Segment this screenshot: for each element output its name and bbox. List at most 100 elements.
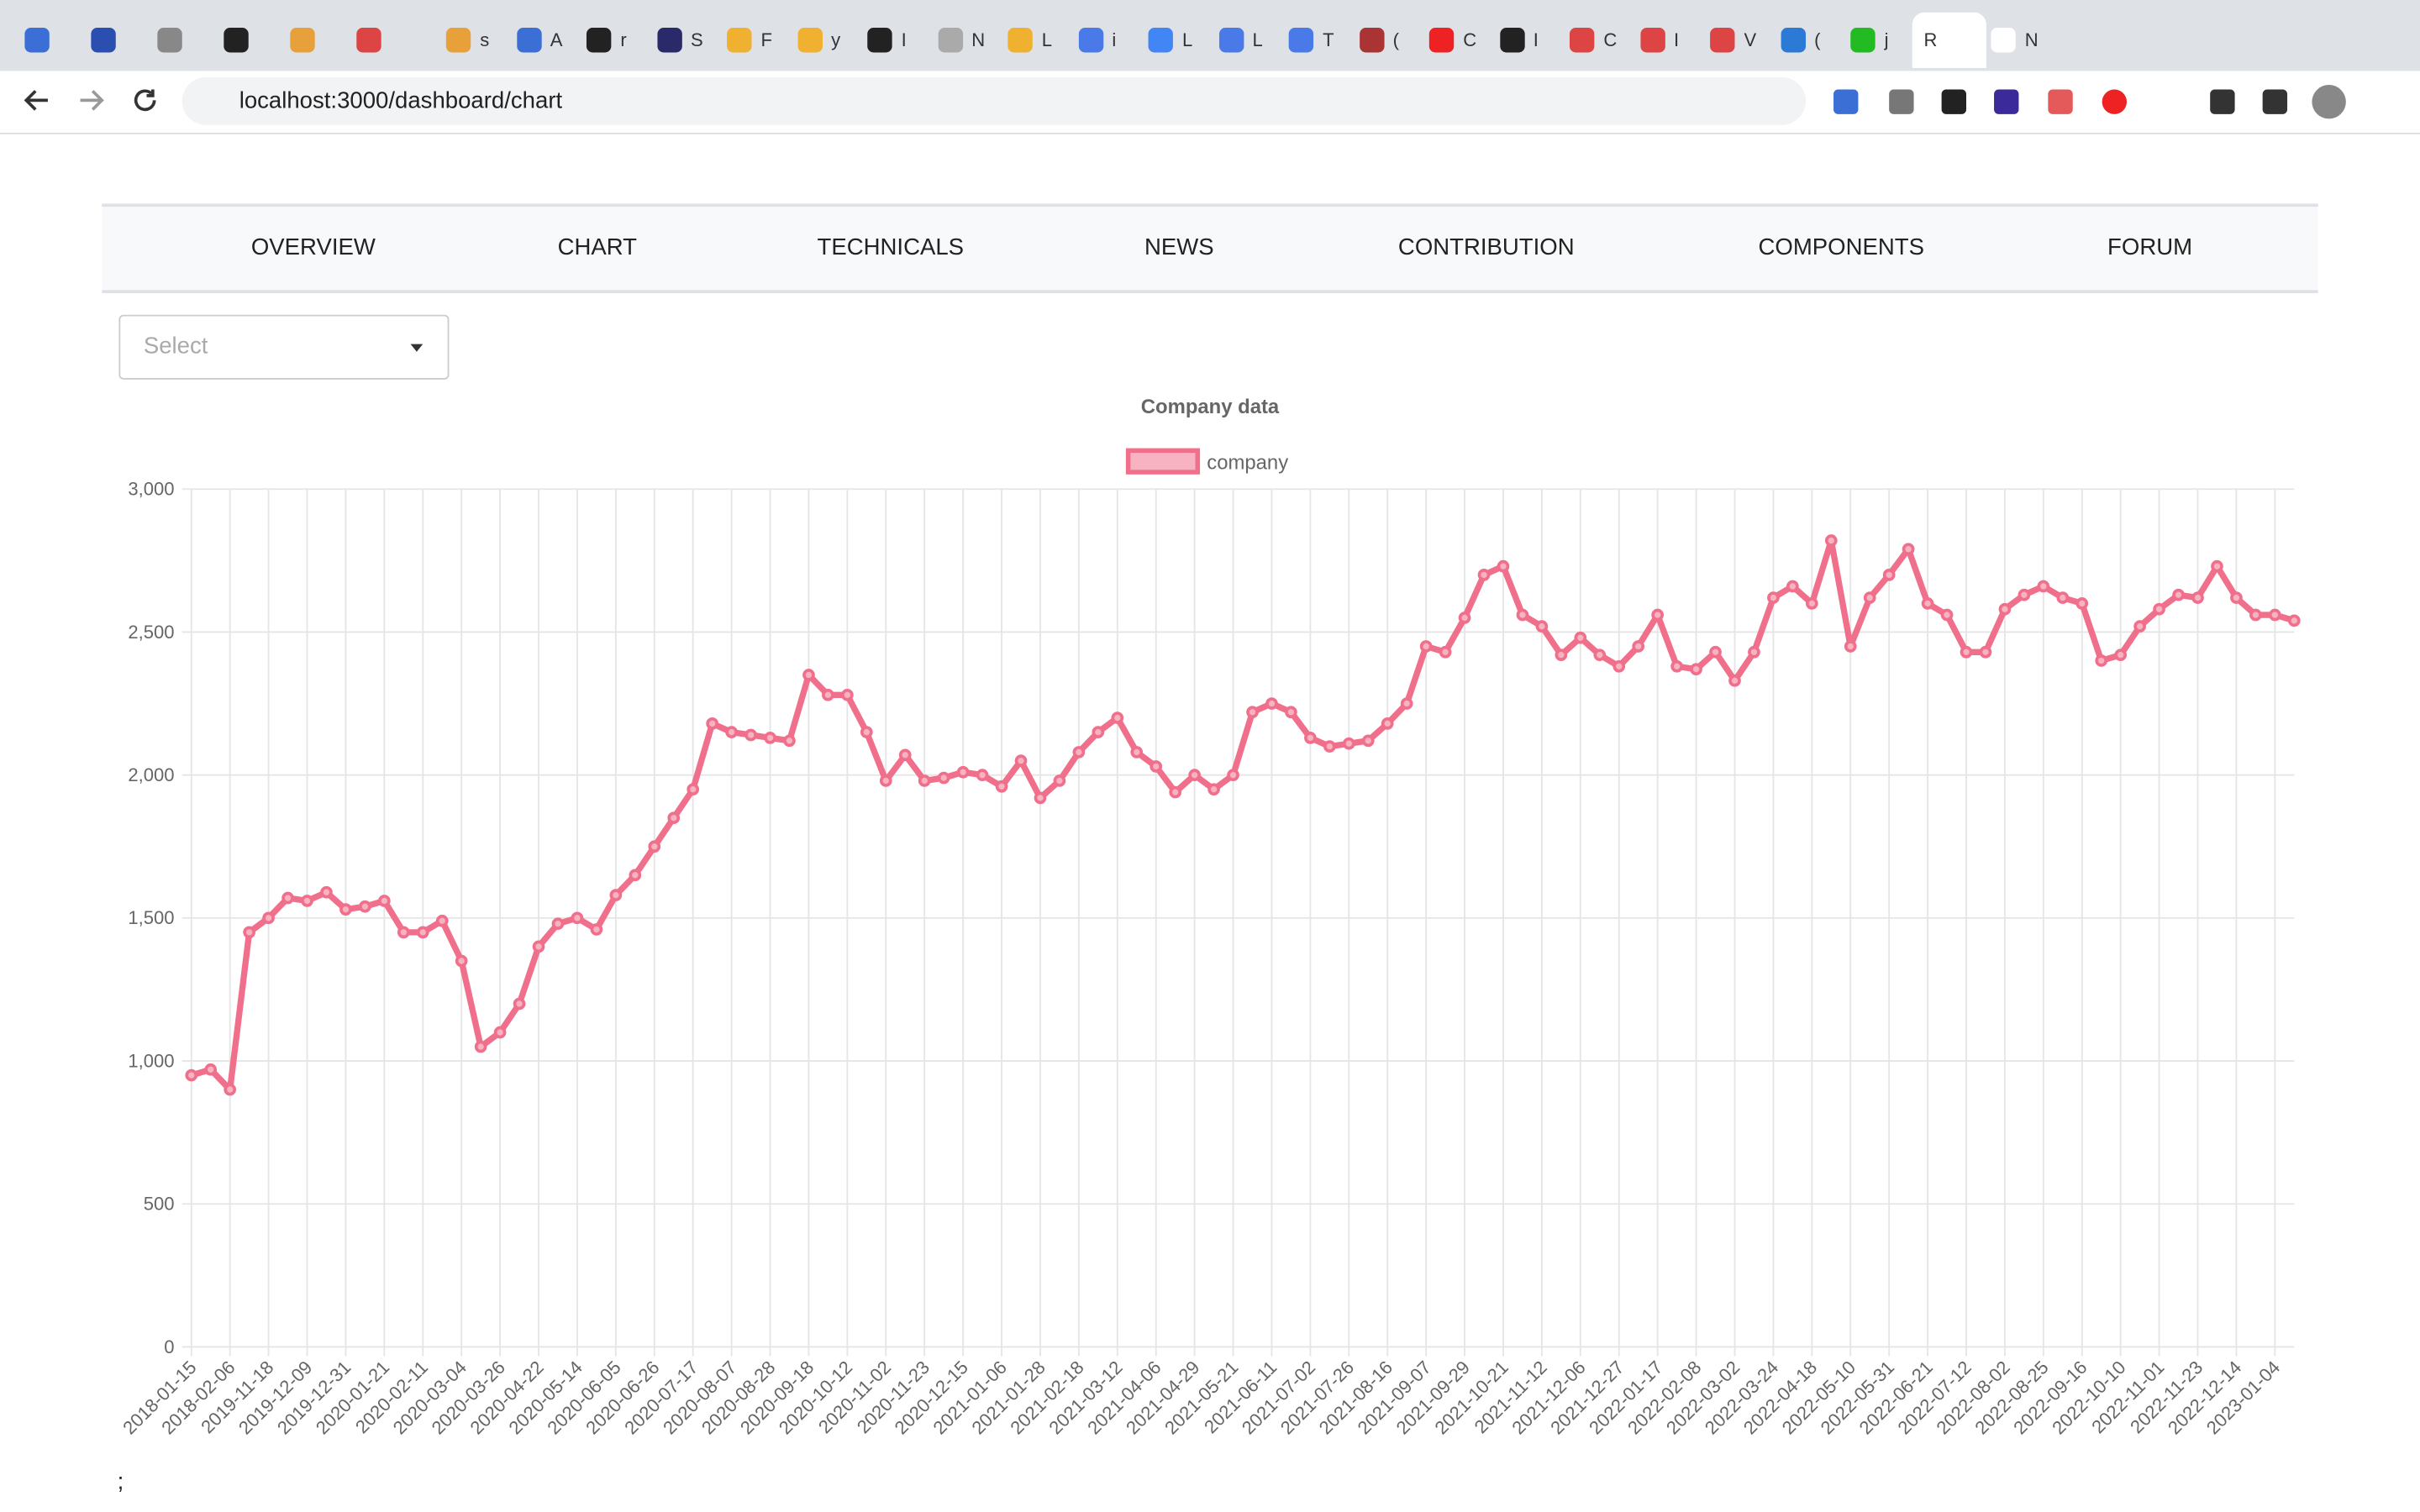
nav-item[interactable]: COMPONENTS [1758, 234, 1924, 261]
x-tick-label: 2020-02-11 [351, 1357, 432, 1437]
x-tick-label: 2022-03-02 [1662, 1357, 1744, 1438]
data-point [281, 891, 294, 905]
tab[interactable]: N [1981, 13, 2048, 68]
ext-icon[interactable] [2048, 89, 2073, 114]
tab[interactable]: I [1490, 13, 1556, 68]
tab-icon [1218, 28, 1244, 53]
nav-item[interactable]: TECHNICALS [817, 234, 965, 261]
nav-item[interactable]: OVERVIEW [250, 234, 376, 261]
data-point [648, 840, 661, 853]
tab[interactable]: F [718, 13, 784, 68]
data-point [1632, 640, 1645, 653]
tab-icon [224, 28, 249, 53]
x-tick-label: 2022-06-21 [1855, 1357, 1937, 1438]
data-point [1921, 597, 1934, 610]
data-point [2037, 580, 2050, 593]
x-tick-label: 2022-11-23 [2126, 1357, 2207, 1437]
select[interactable]: Select [118, 314, 450, 380]
data-point [1072, 746, 1086, 759]
tab[interactable] [281, 13, 347, 68]
tab-title: T [1323, 29, 1334, 51]
data-point [976, 769, 989, 782]
x-tick-label: 2022-08-25 [1970, 1357, 2052, 1438]
data-point [687, 783, 700, 796]
tab-title: C [1463, 29, 1477, 51]
data-point [1690, 663, 1702, 676]
x-tick-label: 2022-04-18 [1739, 1357, 1821, 1438]
data-point [1323, 740, 1336, 753]
tab-title: A [550, 29, 563, 51]
tab[interactable] [15, 13, 82, 68]
nav-item[interactable]: NEWS [1144, 234, 1214, 261]
data-point [629, 869, 642, 882]
tab[interactable]: j [1841, 13, 1907, 68]
tab-title: r [620, 29, 627, 51]
tab[interactable]: i [1069, 13, 1135, 68]
data-point [1246, 706, 1259, 719]
tab-icon [516, 28, 541, 53]
data-point [1960, 645, 1973, 659]
x-tick-label: 2020-11-02 [814, 1357, 895, 1437]
x-tick-label: 2020-08-28 [697, 1357, 779, 1438]
data-point [937, 771, 950, 785]
data-point [243, 926, 255, 939]
ext-icon[interactable] [2102, 89, 2128, 114]
tab[interactable]: ( [1771, 13, 1838, 68]
tab-title: j [1884, 29, 1889, 51]
data-point [918, 774, 931, 787]
tab[interactable] [347, 13, 413, 68]
tab[interactable]: L [1209, 13, 1276, 68]
tab-title: N [2024, 29, 2039, 51]
tab[interactable] [82, 13, 148, 68]
tab[interactable]: S [648, 13, 714, 68]
address-bar[interactable]: localhost:3000/dashboard/chart [182, 76, 1806, 125]
sidebar-icon[interactable] [2262, 89, 2288, 114]
data-point [609, 889, 623, 901]
x-tick-label: 2021-10-21 [1430, 1357, 1512, 1438]
data-point [764, 732, 776, 744]
avatar[interactable] [2312, 85, 2346, 119]
nav-item[interactable]: CHART [557, 234, 638, 261]
tab[interactable]: y [788, 13, 855, 68]
nav-item[interactable]: FORUM [2107, 234, 2193, 261]
data-point [1014, 754, 1028, 767]
ext-icon[interactable] [1889, 89, 1914, 114]
tab-icon [1991, 28, 2016, 53]
data-point [1998, 602, 2012, 616]
x-tick-label: 2020-06-05 [543, 1357, 624, 1438]
tab[interactable]: I [858, 13, 924, 68]
data-point [2249, 608, 2262, 622]
tab[interactable]: V [1701, 13, 1767, 68]
tab[interactable]: T [1280, 13, 1346, 68]
tab[interactable]: I [1631, 13, 1697, 68]
tab[interactable]: N [929, 13, 995, 68]
data-point [1844, 640, 1857, 653]
tab[interactable]: s [437, 13, 503, 68]
data-point [2133, 620, 2146, 633]
data-point [1053, 774, 1066, 787]
tab[interactable] [148, 13, 214, 68]
tab[interactable]: R [1911, 12, 1986, 68]
nav-item[interactable]: CONTRIBUTION [1397, 234, 1575, 261]
x-tick-label: 2021-02-18 [1006, 1357, 1087, 1438]
x-tick-label: 2018-01-15 [118, 1357, 200, 1438]
tab[interactable]: A [507, 13, 573, 68]
tab[interactable]: L [998, 13, 1065, 68]
tab[interactable]: C [1420, 13, 1486, 68]
tab-title: F [760, 29, 772, 51]
tab[interactable]: r [577, 13, 644, 68]
ext-icon[interactable] [1941, 89, 1967, 114]
nav-buttons[interactable] [0, 71, 185, 132]
ext-icon[interactable] [1833, 89, 1859, 114]
tab[interactable]: C [1560, 13, 1627, 68]
data-point [2056, 591, 2070, 604]
ext-icon[interactable] [1994, 89, 2019, 114]
tab[interactable]: ( [1349, 13, 1416, 68]
tab[interactable]: L [1139, 13, 1206, 68]
tab-icon [867, 28, 892, 53]
data-point [1516, 608, 1529, 622]
x-tick-label: 2020-06-26 [581, 1357, 663, 1438]
tab-title: R [1923, 29, 1938, 51]
tab[interactable] [214, 13, 281, 68]
ext-icon[interactable] [2210, 89, 2235, 114]
